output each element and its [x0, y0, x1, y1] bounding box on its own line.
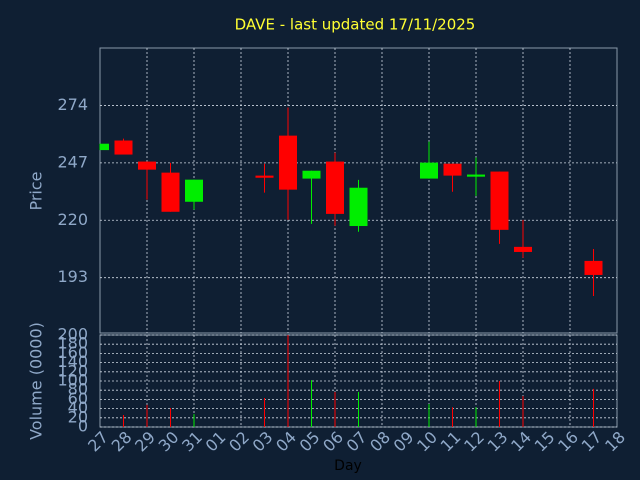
y2-tick-label: 140 — [57, 352, 88, 371]
price-panel — [99, 47, 618, 334]
y2-tick-label: 60 — [68, 389, 88, 408]
candle-body — [100, 143, 109, 151]
x-axis-label: Day — [334, 458, 362, 474]
candle-body — [467, 174, 485, 177]
candle-body — [349, 187, 368, 227]
candle-body — [185, 179, 203, 202]
candle-body — [514, 246, 532, 252]
y2-tick-label: 120 — [57, 361, 88, 380]
candle-body — [161, 172, 180, 212]
candle-body — [279, 135, 297, 190]
y2-axis-label: Volume (0000) — [27, 322, 46, 440]
y-tick-label: 193 — [57, 267, 88, 286]
y-tick-label: 220 — [57, 210, 88, 229]
y2-tick-label: 160 — [57, 343, 88, 362]
candle-body — [138, 161, 156, 170]
candle-body — [302, 170, 321, 179]
candle-body — [114, 140, 133, 155]
y2-tick-label: 180 — [57, 334, 88, 353]
y2-tick-label: 0 — [78, 417, 88, 436]
candle-body — [443, 163, 462, 176]
candle-body — [584, 260, 603, 275]
y2-tick-label: 20 — [68, 407, 88, 426]
y2-tick-label: 40 — [68, 398, 88, 417]
y-tick-label: 274 — [57, 95, 88, 114]
candle-body — [255, 175, 274, 178]
y2-tick-label: 100 — [57, 371, 88, 390]
candle-body — [490, 171, 509, 230]
candle-body — [326, 161, 344, 214]
chart-title: DAVE - last updated 17/11/2025 — [235, 16, 476, 34]
y-axis-label: Price — [27, 171, 46, 210]
y-tick-label: 247 — [57, 152, 88, 171]
y2-tick-label: 80 — [68, 380, 88, 399]
candle-body — [420, 162, 438, 179]
y2-tick-label: 200 — [57, 325, 88, 344]
